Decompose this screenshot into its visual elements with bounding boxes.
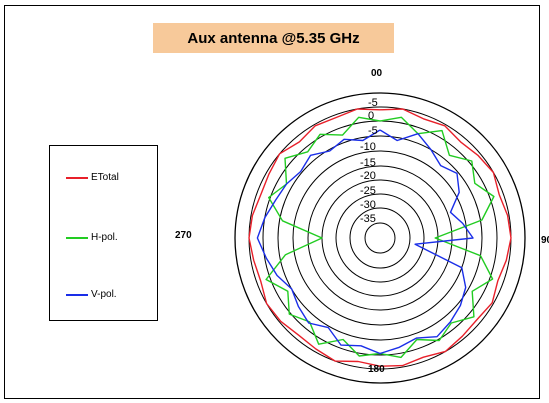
series-line-vpol (256, 129, 474, 355)
radial-tick-label: -5 (368, 125, 378, 137)
legend-swatch-etotal (66, 176, 88, 179)
legend-swatch-hpol (66, 236, 88, 239)
legend-item-hpol: H-pol. (66, 232, 118, 243)
radial-tick-label: -15 (360, 157, 376, 169)
legend: ETotal H-pol. V-pol. (49, 145, 158, 321)
angle-label: 270 (175, 230, 192, 241)
angle-label: 180 (368, 364, 385, 375)
radial-tick-label: -5 (368, 97, 378, 109)
grid-ring (307, 165, 453, 311)
angle-label: 00 (371, 68, 383, 79)
radial-tick-label: -25 (360, 185, 376, 197)
radial-tick-label: -20 (360, 170, 376, 182)
grid-ring (364, 222, 396, 254)
angle-label: 90 (541, 235, 549, 246)
grid-ring (321, 179, 439, 297)
radial-tick-label: 0 (368, 110, 374, 122)
series-line-etotal (248, 108, 512, 367)
legend-label-vpol: V-pol. (91, 289, 117, 300)
grid-ring (349, 207, 411, 269)
legend-item-vpol: V-pol. (66, 289, 117, 300)
legend-item-etotal: ETotal (66, 172, 119, 183)
legend-label-hpol: H-pol. (91, 232, 118, 243)
legend-label-etotal: ETotal (91, 172, 119, 183)
grid-ring (335, 193, 425, 283)
radial-tick-label: -30 (360, 199, 376, 211)
grid-ring (292, 150, 468, 326)
grid-ring (234, 92, 526, 384)
radial-tick-label: -35 (360, 213, 376, 225)
radial-tick-label: -10 (360, 141, 376, 153)
series-line-hpol (265, 116, 495, 359)
chart-title: Aux antenna @5.35 GHz (187, 29, 360, 47)
grid-ring (277, 135, 483, 341)
chart-title-box: Aux antenna @5.35 GHz (153, 23, 394, 53)
legend-swatch-vpol (66, 293, 88, 296)
